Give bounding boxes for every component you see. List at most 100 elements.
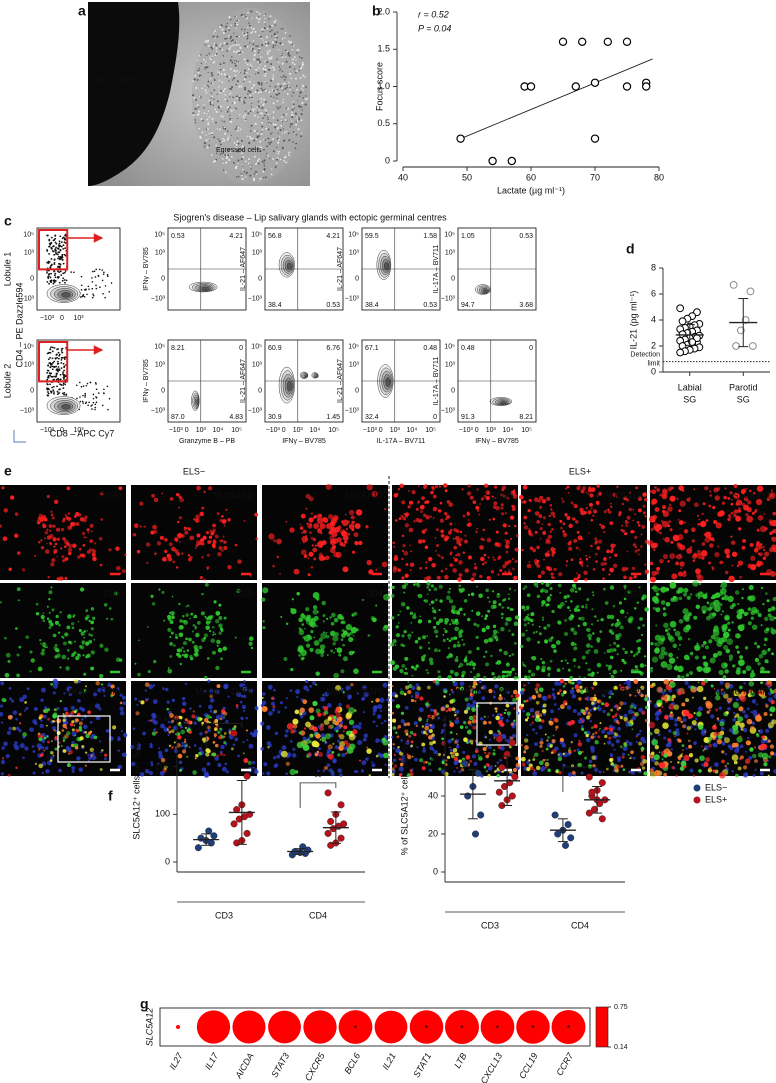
cell [644,697,649,702]
cell-speck [292,105,295,108]
cell [268,533,275,540]
cell [394,694,398,698]
cell [430,715,435,720]
nucleus [246,739,249,742]
cell [391,585,395,590]
nucleus [240,716,244,721]
panel-title: Sjogren's disease – Lip salivary glands … [173,212,447,222]
nucleus [326,763,331,767]
cell [426,575,431,581]
stain-label: SLC5A12 [603,490,642,500]
cell-speck [195,86,198,89]
cell [540,581,544,585]
cell [9,495,15,500]
cell [406,722,411,726]
cell-speck [259,177,262,180]
cell [171,615,175,620]
nucleus [214,689,220,695]
nucleus [358,722,362,726]
cell-speck [277,132,279,134]
cell [183,620,188,625]
nucleus [338,702,342,707]
event-dot [59,235,62,238]
cell [318,514,321,518]
cell [46,735,49,738]
nucleus [122,732,128,738]
cell [54,747,58,751]
cell [294,709,300,715]
cell [399,610,402,613]
cell [513,575,518,580]
cell-speck [281,54,283,57]
nucleus [305,679,309,684]
cell [545,582,550,587]
cell [570,740,573,744]
cell-speck [246,45,249,48]
cell [56,537,60,541]
cell [471,662,477,667]
cell-speck [305,97,308,100]
cell [534,530,538,534]
cell [551,739,556,743]
cell [342,543,346,547]
cell-speck [259,86,262,88]
event-dot [76,397,78,400]
cell [499,569,503,573]
cell [546,496,551,501]
cell [573,504,578,509]
cell-speck [205,91,208,94]
x-tick-label: 10⁴ [503,427,514,434]
cell [291,598,295,601]
cell [544,627,547,630]
cell [36,519,42,524]
cell [589,493,594,498]
cell [466,729,472,735]
nucleus [8,687,12,690]
cell-speck [222,137,224,140]
cell [319,523,326,530]
cell [523,738,529,743]
cell [355,509,363,516]
cell [540,658,543,661]
cell-speck [234,15,236,18]
cell-speck [272,116,275,119]
cell [515,534,519,538]
nucleus [76,756,81,761]
cell [53,646,58,651]
cell-speck [293,68,296,70]
nucleus [131,761,136,767]
cell [67,516,72,521]
cell [150,594,154,598]
cell [325,634,330,639]
cell-speck [280,68,282,70]
cell [177,649,181,652]
cell [313,523,319,529]
nucleus [566,705,572,710]
cell [158,588,161,591]
stain-label: Merge + DAPI [585,686,642,696]
event-dot [57,357,60,360]
cell [81,531,86,536]
cell [518,494,524,500]
cell-speck [233,141,236,144]
cell [545,766,548,769]
cell [176,743,181,748]
cell [206,657,210,660]
cell [383,752,389,759]
nucleus [569,689,575,695]
cell [321,540,327,546]
cell [448,639,452,643]
nucleus [19,697,25,703]
nucleus [266,725,271,730]
cell [437,670,441,674]
cell [584,697,588,701]
event-dot [57,263,60,265]
cell-speck [230,109,233,112]
cell [39,642,42,645]
cell-speck [195,108,198,110]
cell [450,618,454,622]
cell [618,706,622,710]
cell [400,514,404,518]
event-dot [49,243,52,246]
cell [310,638,312,640]
